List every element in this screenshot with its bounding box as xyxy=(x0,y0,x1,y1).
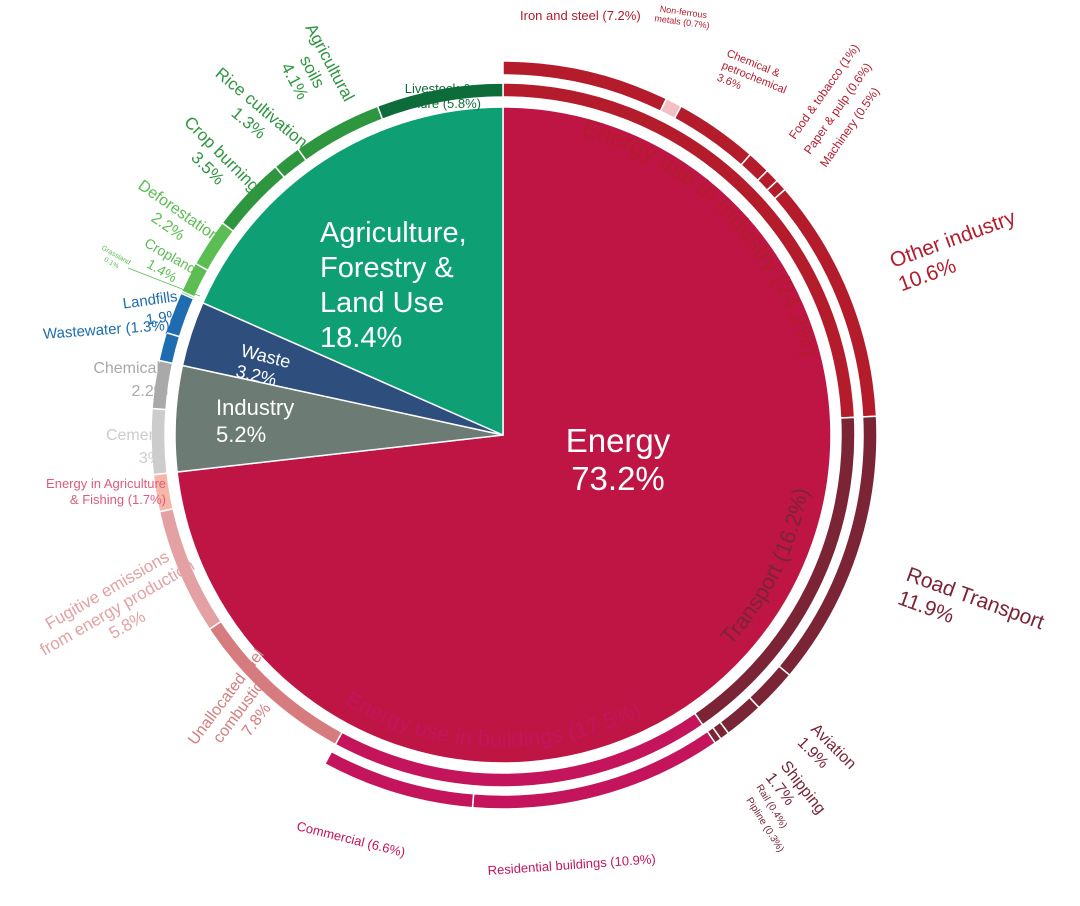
label-agricultural-soils: Agriculturalsoils4.1% xyxy=(266,20,358,123)
sector-energy-wedge xyxy=(176,106,832,764)
label-energy: Energy 73.2% xyxy=(566,422,671,497)
sector-pie xyxy=(174,106,832,764)
label-commercial: Commercial (6.6%) xyxy=(295,818,407,859)
label-residential: Residential buildings (10.9%) xyxy=(487,851,656,878)
label-iron-steel: Iron and steel (7.2%) xyxy=(520,8,641,23)
ring-segments xyxy=(150,60,878,810)
label-cement: Cement 3% xyxy=(106,427,163,467)
label-chemicals: Chemicals 2.2% xyxy=(93,360,168,400)
label-fugitive: Fugitive emissionsfrom energy production… xyxy=(27,538,208,677)
segment-commercial xyxy=(323,750,475,809)
label-other-industry: Other industry10.6% xyxy=(887,206,1028,296)
segment-wastewater xyxy=(158,331,181,365)
label-afolu: Agriculture, Forestry & Land Use 18.4% xyxy=(320,217,467,354)
label-industry: Industry 5.2% xyxy=(216,395,294,447)
label-livestock: Livestock & manure (5.8%) xyxy=(395,81,481,111)
label-grassland: Grassland0.1% xyxy=(96,245,132,275)
sector-afolu-wedge xyxy=(201,106,504,437)
label-nonferrous: Non-ferrousmetals (0.7%) xyxy=(654,3,712,31)
label-road-transport: Road Transport11.9% xyxy=(895,563,1048,658)
label-energy-agri-fishing: Energy in Agriculture & Fishing (1.7%) xyxy=(46,476,166,507)
segment-livestock-manure xyxy=(376,82,504,121)
label-chemical: Chemical &petrochemical3.6% xyxy=(715,48,793,109)
grassland-leader-line xyxy=(127,267,201,297)
